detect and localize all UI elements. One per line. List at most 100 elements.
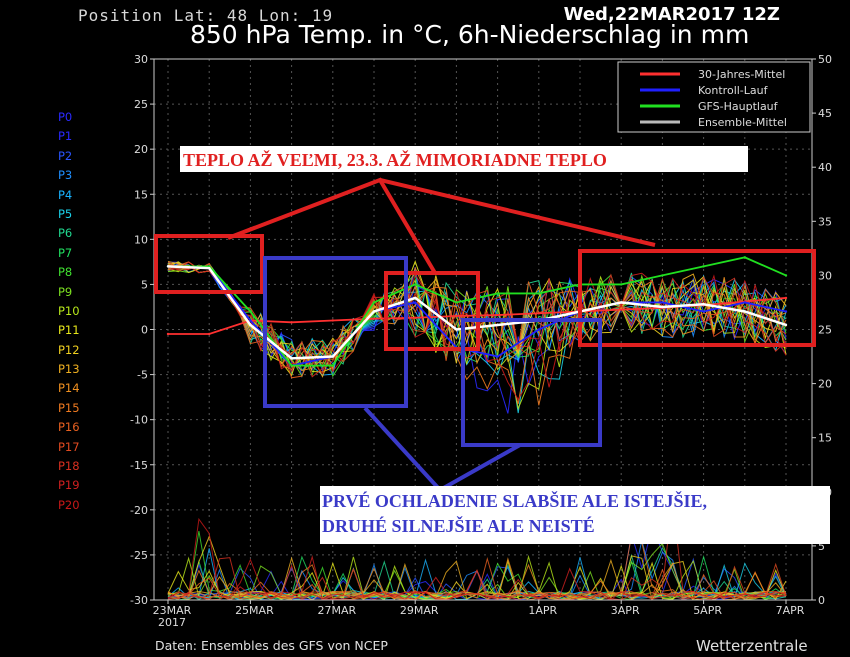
y2-tick-label: 15 <box>818 432 832 445</box>
y2-tick-label: 35 <box>818 215 832 228</box>
position-label: Position Lat: 48 Lon: 19 <box>78 6 334 25</box>
x-year-label: 2017 <box>158 616 186 629</box>
y-tick-label: -5 <box>137 369 148 382</box>
member-label: P1 <box>58 129 73 144</box>
y-tick-label: 25 <box>134 98 148 111</box>
member-label: P17 <box>58 439 80 454</box>
member-label: P4 <box>58 187 73 202</box>
y-tick-label: -10 <box>130 414 148 427</box>
series-point <box>208 332 211 336</box>
y-tick-label: 10 <box>134 233 148 246</box>
member-label: P5 <box>58 206 73 221</box>
precip-line <box>167 535 787 601</box>
member-line <box>167 264 787 372</box>
series-point <box>496 292 499 295</box>
x-tick-label: 5APR <box>693 604 722 617</box>
series-point <box>331 319 334 322</box>
warm-box <box>154 234 264 294</box>
y-tick-label: 5 <box>141 278 148 291</box>
warm-label: TEPLO AŽ VEĽMI, 23.3. AŽ MIMORIADNE TEPL… <box>183 149 607 170</box>
member-label: P18 <box>58 459 80 474</box>
series-point <box>249 323 252 327</box>
series-point <box>414 283 417 286</box>
y2-tick-label: 30 <box>818 269 832 282</box>
chart-legend: 30-Jahres-Mittel Kontroll-Lauf GFS-Hauptla… <box>617 61 811 133</box>
y2-tick-label: 20 <box>818 378 832 391</box>
ensemble-member-list: P0 P1 P2 P3 P4 P5 P6 P7 P8 P9 P10 P11 P12 P13 P14 P15 P1… <box>58 108 80 515</box>
member-label: P13 <box>58 362 80 377</box>
x-tick-label: 29MAR <box>400 604 439 617</box>
y-tick-label: -30 <box>130 594 148 607</box>
member-label: P15 <box>58 400 80 415</box>
series-point <box>290 364 293 367</box>
x-tick-label: 3APR <box>611 604 640 617</box>
member-label: P7 <box>58 245 73 260</box>
member-label: P14 <box>58 381 80 396</box>
chart-title: 850 hPa Temp. in °C, 6h-Niederschlag in … <box>190 20 750 49</box>
precipitation-bars <box>167 500 787 601</box>
series-point <box>208 266 211 270</box>
cold-pointer <box>363 406 521 493</box>
y-tick-label: 20 <box>134 143 148 156</box>
member-label: P10 <box>58 303 80 318</box>
series-point <box>455 301 458 304</box>
x-tick-label: 7APR <box>776 604 805 617</box>
y-tick-label: 30 <box>134 53 148 66</box>
series-point <box>455 328 458 331</box>
member-label: P11 <box>58 323 80 338</box>
run-date: Wed,22MAR2017 12Z <box>563 4 780 25</box>
series-point <box>496 323 499 327</box>
member-label: P16 <box>58 420 80 435</box>
series-point <box>372 301 376 304</box>
member-label: P12 <box>58 342 80 357</box>
series-point <box>702 265 705 268</box>
warm-box <box>578 249 816 347</box>
series-point <box>455 314 458 318</box>
series-point <box>537 292 540 295</box>
warm-box <box>384 271 480 351</box>
y2-tick-label: 25 <box>818 324 832 337</box>
series-point <box>331 364 334 367</box>
y2-tick-label: 40 <box>818 161 832 174</box>
y-tick-label: 15 <box>134 188 148 201</box>
series-point <box>784 296 788 300</box>
member-label: P6 <box>58 226 73 241</box>
legend-label: GFS-Hauptlauf <box>698 100 779 113</box>
series-point <box>702 303 705 306</box>
series-point <box>249 310 252 313</box>
series-point <box>661 301 664 304</box>
series-point <box>537 312 540 315</box>
series-point <box>372 317 376 320</box>
brand-label: Wetterzentrale <box>696 637 808 655</box>
warm-label-bg <box>180 146 748 172</box>
series-point <box>414 296 417 300</box>
series-point <box>784 274 788 277</box>
series-point <box>743 301 746 304</box>
series-point <box>620 308 623 311</box>
series-point <box>702 310 705 313</box>
precip-line <box>167 556 787 601</box>
y2-tick-label: 50 <box>818 53 832 66</box>
series-point <box>372 310 376 313</box>
series-point <box>249 319 252 322</box>
x-tick-label: 1APR <box>528 604 557 617</box>
cold-box <box>461 318 602 447</box>
member-label: P8 <box>58 265 73 280</box>
warm-pointer <box>379 178 656 247</box>
member-label: P3 <box>58 168 73 183</box>
member-label: P19 <box>58 478 80 493</box>
y2-tick-label: 0 <box>818 594 825 607</box>
series-point <box>661 274 664 277</box>
series-point <box>784 310 788 313</box>
cold-label-bg <box>320 486 830 544</box>
x-tick-label: 27MAR <box>317 604 356 617</box>
series-point <box>620 283 623 286</box>
series-point <box>537 328 540 331</box>
precip-line <box>167 500 787 601</box>
legend-label: Kontroll-Lauf <box>698 84 769 97</box>
series-point <box>331 355 334 358</box>
series-point <box>496 355 499 358</box>
y-tick-label: 0 <box>141 324 148 337</box>
x-tick-label: 25MAR <box>235 604 274 617</box>
